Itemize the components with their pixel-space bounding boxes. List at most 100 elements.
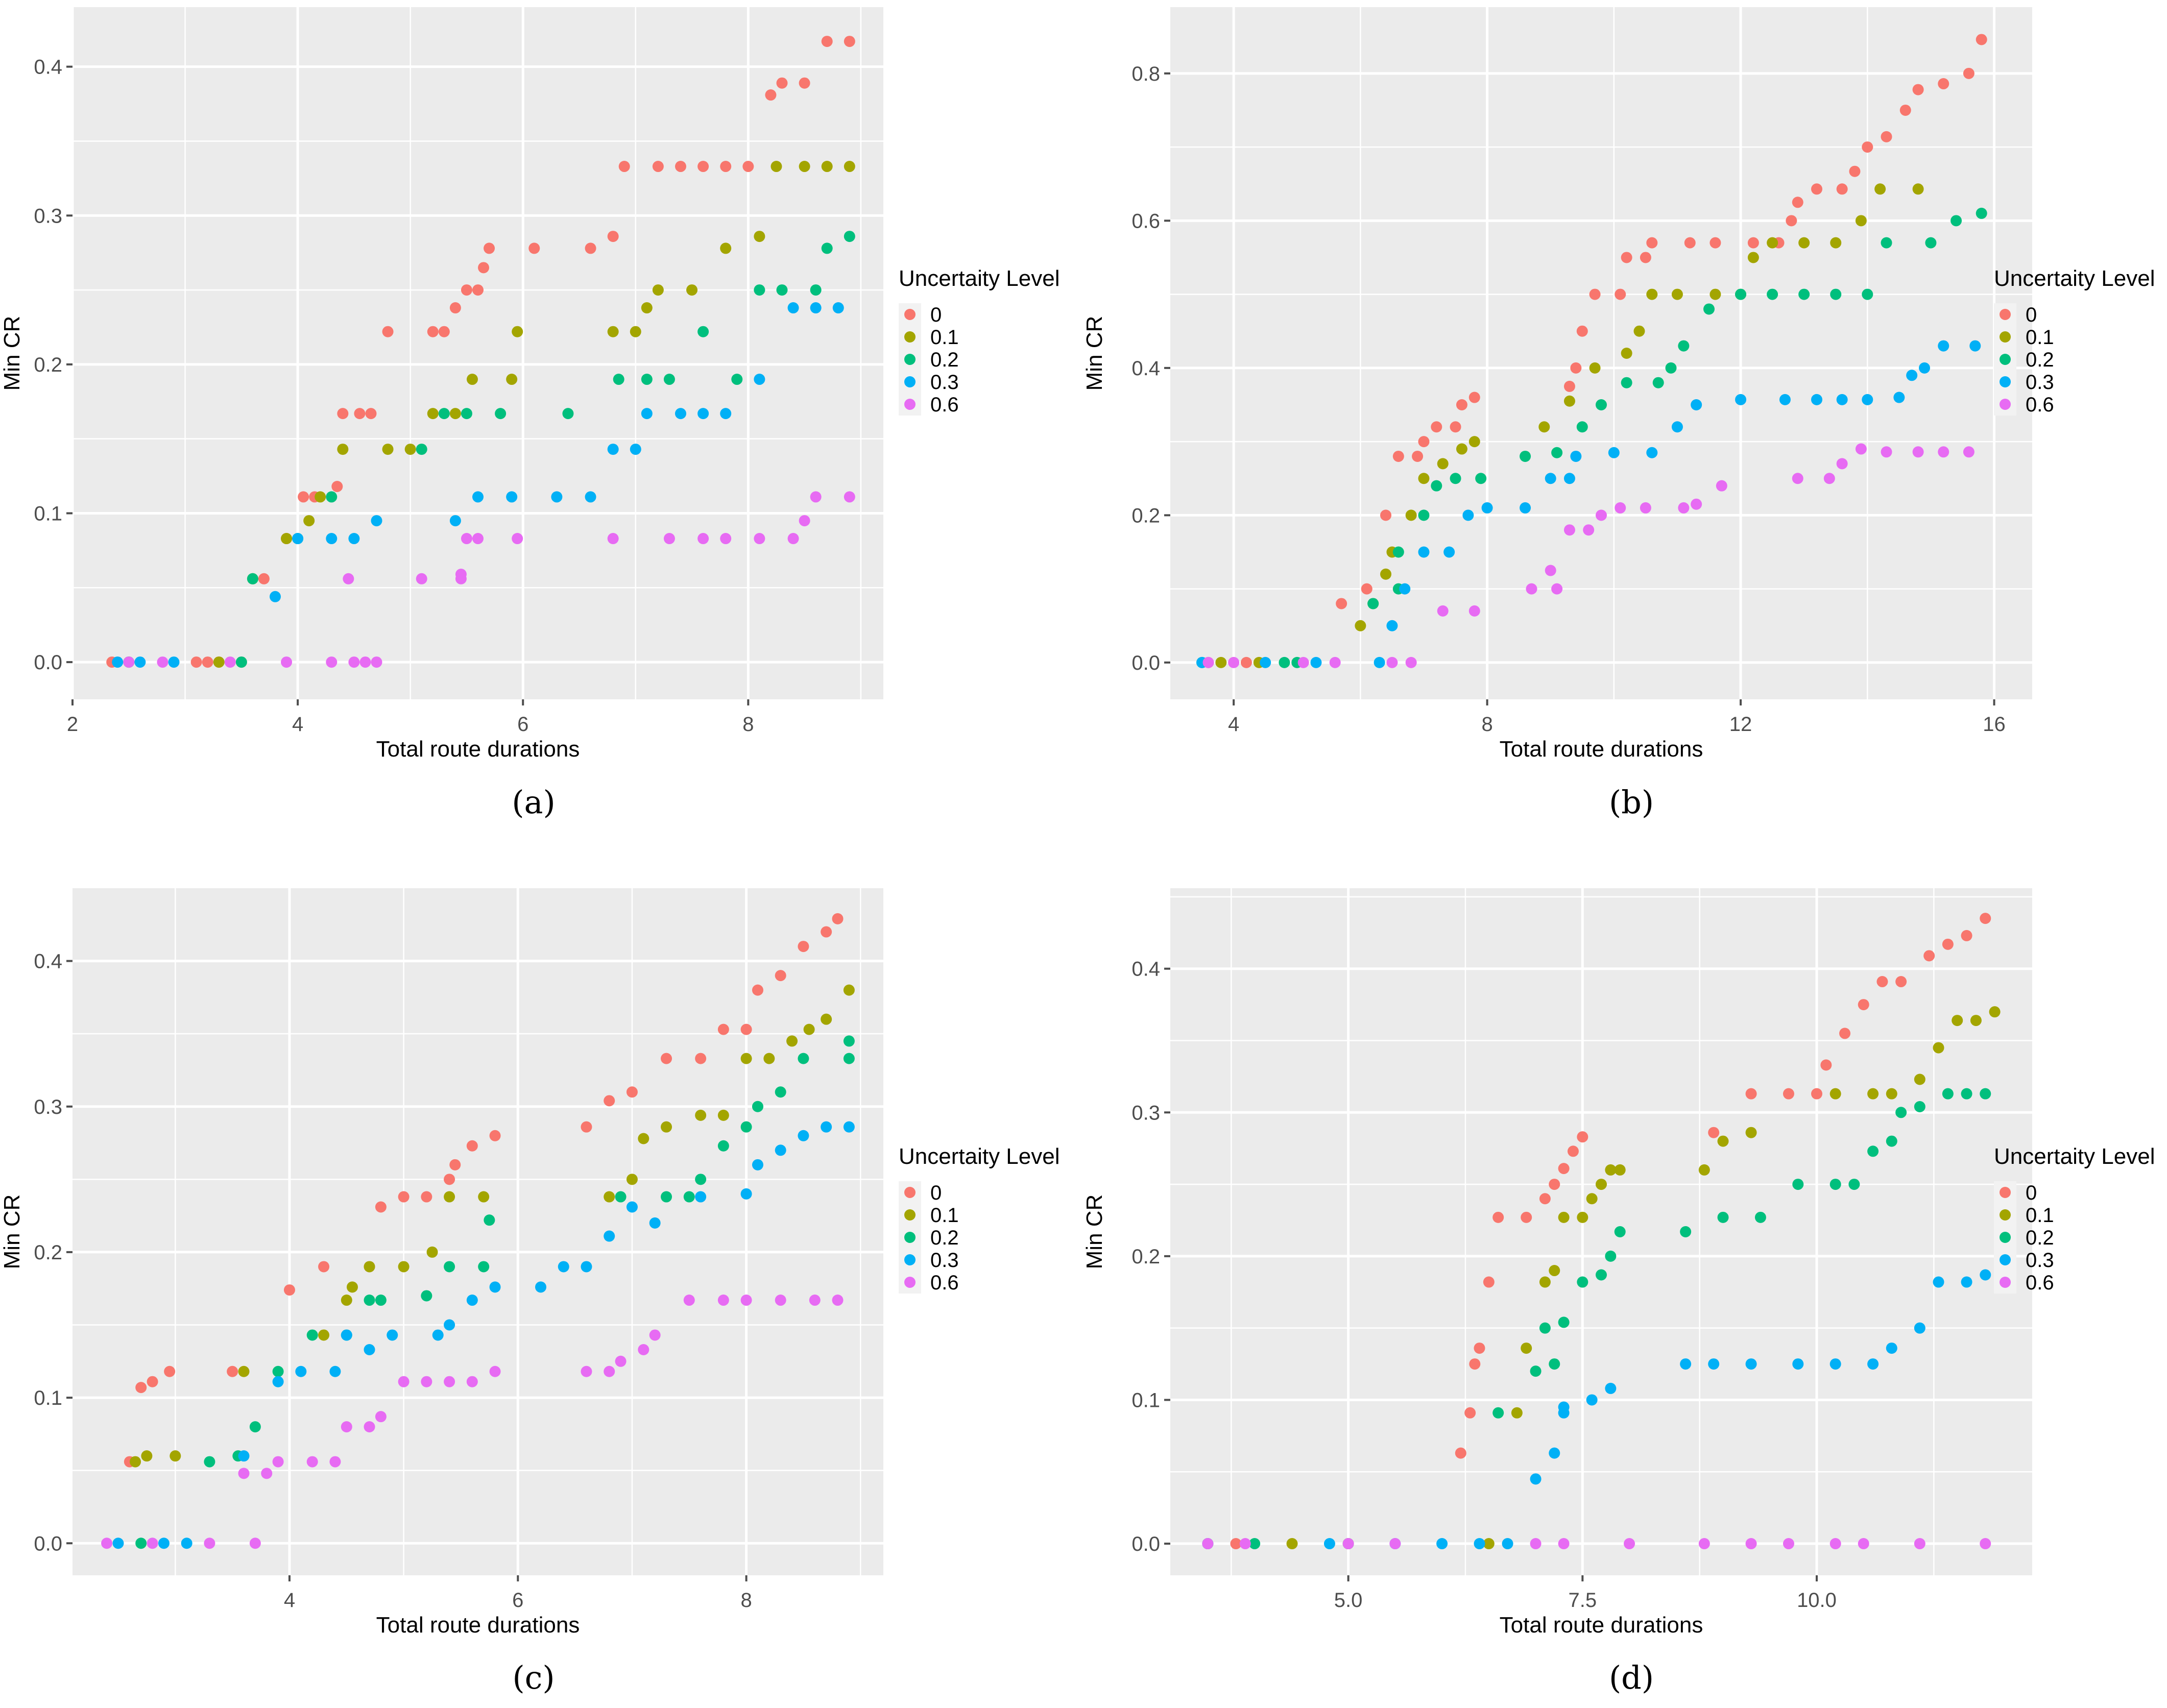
data-point-level-0-3 [697,408,709,420]
y-tick-label: 0.0 [34,1532,62,1555]
data-point-level-0-3 [1399,583,1411,595]
data-point-level-0 [1380,509,1391,521]
panel-c: 4 6 8 0.0 0.1 0.2 0.3 0.4 Total route durations M… [0,863,1082,1708]
legend-marker [904,376,916,387]
data-point-level-0 [1483,1276,1495,1288]
data-point-level-0-3 [551,491,563,503]
legend-label: 0.2 [2026,1227,2054,1249]
data-point-level-0-1 [1549,1265,1560,1277]
data-point-level-0-2 [697,326,709,337]
data-point-level-0 [1912,84,1924,95]
data-point-level-0-2 [663,374,675,385]
data-point-level-0-2 [1539,1322,1551,1334]
data-point-level-0-2 [1249,1538,1261,1550]
data-point-level-0 [1708,1127,1720,1138]
data-point-level-0-1 [1633,325,1645,337]
data-point-level-0-2 [661,1191,672,1203]
data-point-level-0-3 [1933,1276,1944,1288]
data-point-level-0 [528,242,540,254]
data-point-level-0-6 [638,1344,649,1355]
data-point-level-0-1 [1538,421,1550,433]
data-point-level-0 [1786,215,1797,227]
data-point-level-0-1 [641,302,653,314]
data-point-level-0-1 [1558,1211,1570,1223]
data-point-level-0-6 [489,1365,501,1377]
data-point-level-0-3 [387,1329,398,1341]
data-point-level-0-2 [810,284,822,296]
data-point-level-0-2 [1925,237,1937,249]
data-point-level-0-3 [649,1217,661,1229]
data-point-level-0-1 [799,161,810,173]
data-point-level-0-2 [1830,288,1842,300]
data-point-level-0 [1558,1163,1570,1175]
data-point-level-0-6 [1783,1538,1794,1550]
data-point-level-0-6 [1386,656,1398,668]
data-point-level-0-1 [1596,1179,1607,1190]
data-point-level-0-3 [1862,394,1873,405]
data-point-level-0-1 [1671,288,1683,300]
x-tick-label: 5.0 [1334,1589,1363,1612]
data-point-level-0-6 [512,533,523,545]
data-point-level-0 [1899,104,1911,116]
data-point-level-0-3 [326,533,338,545]
data-point-level-0 [1811,183,1822,195]
legend-title: Uncertaity Level [1994,266,2155,291]
data-point-level-0-2 [326,491,338,503]
data-point-level-0-2 [740,1121,752,1133]
data-point-level-0 [1747,237,1759,249]
legend-marker [904,1232,916,1243]
data-point-level-0 [1745,1088,1757,1100]
data-point-level-0-3 [1961,1276,1972,1288]
data-point-level-0-1 [141,1450,153,1462]
x-tick-label: 8 [740,1589,752,1612]
data-point-level-0 [1464,1407,1476,1419]
data-point-level-0-6 [1624,1538,1635,1550]
data-point-level-0-3 [1893,392,1905,403]
data-point-level-0-1 [1614,1164,1626,1176]
data-point-level-0-6 [663,533,675,545]
data-point-level-0 [1361,583,1373,595]
data-point-level-0-3 [1462,509,1474,521]
y-tick-label: 0.3 [34,1096,62,1118]
data-point-level-0 [765,89,777,101]
data-point-level-0-1 [303,515,315,527]
data-point-level-0-1 [1874,183,1886,195]
data-point-level-0 [1640,252,1651,263]
data-point-level-0-3 [1792,1358,1804,1370]
data-point-level-0 [604,1095,615,1107]
data-point-level-0-3 [506,491,518,503]
x-tick-label: 16 [1983,713,2006,736]
data-point-level-0-2 [306,1329,318,1341]
legend-label: 0.6 [930,1272,959,1294]
data-point-level-0-2 [1678,340,1690,352]
legend-marker [2000,399,2011,410]
data-point-level-0-6 [272,1456,284,1468]
data-point-level-0-1 [346,1281,358,1293]
data-point-level-0-1 [1745,1127,1757,1138]
data-point-level-0-6 [461,533,472,545]
data-point-level-0-2 [1492,1407,1504,1419]
data-point-level-0-2 [1279,656,1290,668]
data-point-level-0-1 [844,161,855,173]
data-point-level-0-6 [1545,565,1556,576]
data-point-level-0-2 [1914,1101,1925,1113]
data-point-level-0-2 [272,1365,284,1377]
data-point-level-0 [1923,950,1935,962]
data-point-level-0 [581,1121,592,1133]
data-point-level-0-2 [1431,480,1442,492]
data-point-level-0-2 [1976,207,1987,219]
y-tick-label: 0.2 [1131,1246,1160,1268]
data-point-level-0-1 [1577,1211,1588,1223]
data-point-level-0-3 [238,1450,250,1462]
data-point-level-0 [821,926,832,938]
legend-label: 0.3 [930,371,959,394]
y-tick-label: 0.4 [34,56,62,79]
data-point-level-0-2 [1951,215,1962,227]
data-point-level-0-3 [607,444,619,455]
data-point-level-0-6 [1563,524,1575,536]
legend-label: 0.2 [2026,349,2054,371]
legend-marker [2000,354,2011,365]
data-point-level-0-6 [326,656,338,668]
